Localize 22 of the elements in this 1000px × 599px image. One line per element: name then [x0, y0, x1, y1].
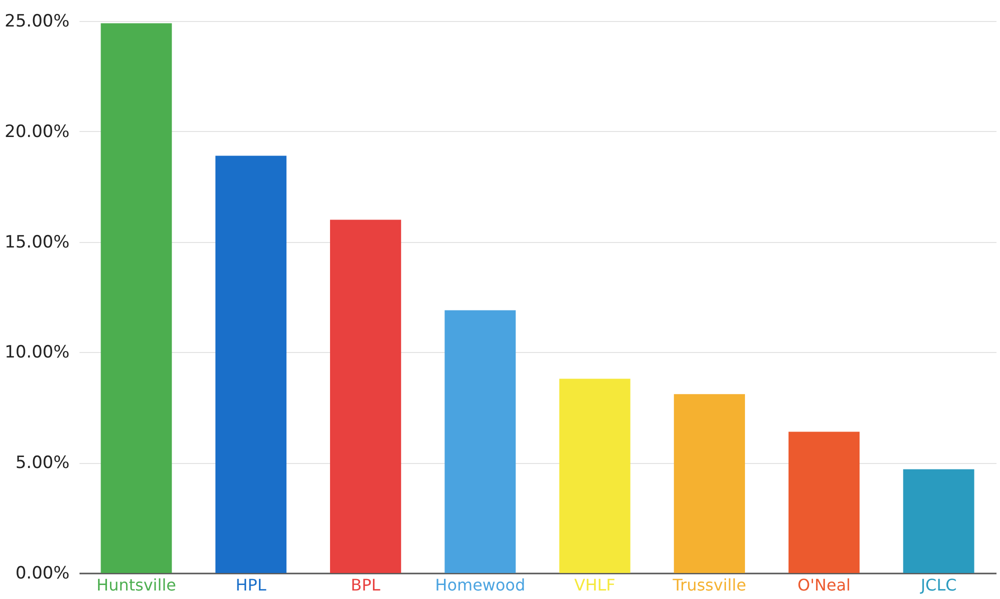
x-tick-label: Trussville: [672, 576, 746, 594]
x-tick-label: Huntsville: [96, 576, 176, 594]
x-tick-label: Homewood: [435, 576, 526, 594]
y-tick-label: 0.00%: [15, 564, 70, 584]
y-tick-label: 10.00%: [4, 342, 70, 363]
bar: [444, 310, 516, 573]
y-tick-label: 5.00%: [15, 453, 70, 474]
bar: [788, 432, 860, 573]
bar: [100, 23, 172, 573]
x-tick-label: BPL: [350, 576, 380, 594]
y-tick-label: 20.00%: [4, 122, 70, 142]
x-tick-label: HPL: [236, 576, 266, 594]
x-tick-label: VHLF: [574, 576, 616, 594]
x-tick-label: JCLC: [920, 576, 957, 594]
y-tick-label: 15.00%: [4, 232, 70, 252]
bar: [215, 156, 286, 573]
bar: [559, 378, 630, 573]
bar: [330, 220, 402, 573]
x-tick-label: O'Neal: [798, 576, 851, 594]
bar: [903, 469, 974, 573]
y-tick-label: 25.00%: [4, 12, 70, 32]
bar: [674, 394, 745, 573]
